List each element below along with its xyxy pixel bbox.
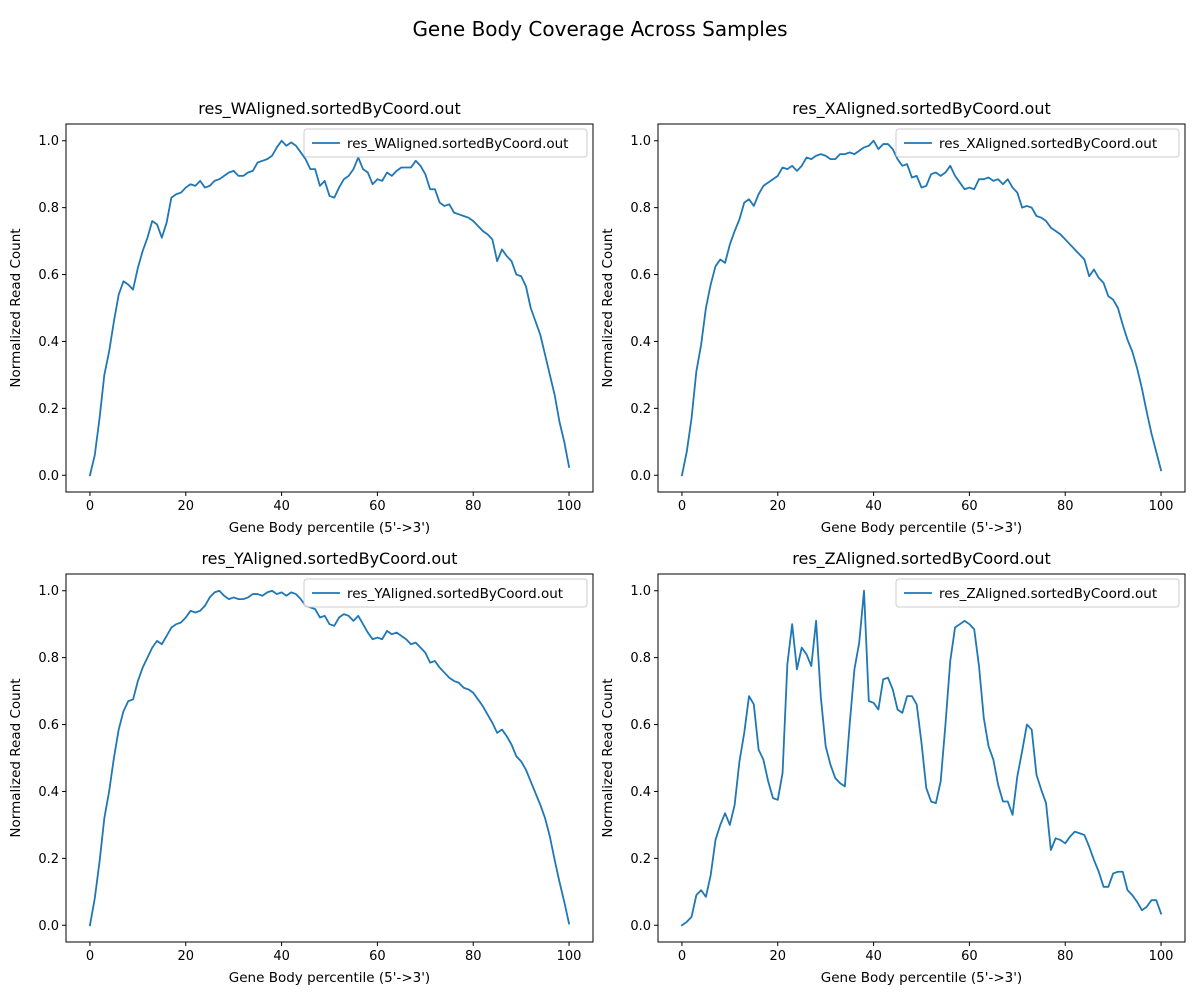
y-tick-label: 0.8: [630, 201, 651, 216]
y-tick-label: 0.0: [38, 919, 59, 934]
y-tick-label: 0.4: [630, 785, 651, 800]
subplot-3: res_ZAligned.sortedByCoord.out 0 20 40 60 80 1…: [600, 549, 1186, 986]
x-tick-label: 0: [678, 499, 686, 514]
legend-box: [895, 128, 1180, 158]
x-axis-label: Gene Body percentile (5'->3'): [229, 970, 430, 986]
y-tick-label: 0.4: [38, 785, 59, 800]
y-tick-label: 0.8: [38, 651, 59, 666]
legend-box: [303, 128, 588, 158]
y-axis-label: Normalized Read Count: [8, 228, 24, 387]
subplot-title: res_ZAligned.sortedByCoord.out: [792, 549, 1051, 569]
x-tick-label: 80: [1057, 499, 1074, 514]
x-axis-label: Gene Body percentile (5'->3'): [821, 520, 1022, 536]
y-tick-label: 0.4: [38, 335, 59, 350]
x-tick-label: 0: [86, 949, 94, 964]
subplot-title: res_YAligned.sortedByCoord.out: [201, 549, 457, 569]
y-tick-label: 0.2: [38, 852, 59, 867]
x-tick-label: 20: [177, 949, 194, 964]
y-axis-label: Normalized Read Count: [600, 678, 616, 837]
subplot-0: res_WAligned.sortedByCoord.out 0 20 40 60 80 1…: [8, 99, 594, 536]
legend: res_ZAligned.sortedByCoord.out: [895, 578, 1180, 608]
x-tick-label: 40: [273, 949, 290, 964]
y-axis-label: Normalized Read Count: [600, 228, 616, 387]
legend-entry-label: res_ZAligned.sortedByCoord.out: [939, 586, 1157, 602]
y-tick-label: 0.8: [630, 651, 651, 666]
axes-frame: [65, 123, 594, 493]
x-tick-label: 100: [557, 499, 582, 514]
x-tick-label: 40: [273, 499, 290, 514]
y-tick-label: 0.8: [38, 201, 59, 216]
legend: res_XAligned.sortedByCoord.out: [895, 128, 1180, 158]
y-tick-label: 0.2: [38, 402, 59, 417]
subplot-1: res_XAligned.sortedByCoord.out 0 20 40 60 80 1…: [600, 99, 1186, 536]
legend-entry-label: res_XAligned.sortedByCoord.out: [939, 136, 1157, 152]
y-tick-label: 0.0: [630, 919, 651, 934]
axes-frame: [657, 573, 1186, 943]
x-tick-label: 60: [961, 949, 978, 964]
y-tick-label: 0.6: [38, 718, 59, 733]
series-line-0: [680, 139, 1163, 477]
y-tick-label: 0.4: [630, 335, 651, 350]
figure-suptitle: Gene Body Coverage Across Samples: [412, 17, 787, 41]
x-tick-label: 60: [369, 949, 386, 964]
x-tick-label: 20: [769, 499, 786, 514]
x-tick-label: 100: [1149, 949, 1174, 964]
x-tick-label: 0: [86, 499, 94, 514]
x-tick-label: 40: [865, 949, 882, 964]
y-tick-label: 0.2: [630, 852, 651, 867]
legend: res_YAligned.sortedByCoord.out: [303, 578, 588, 608]
legend-box: [895, 578, 1180, 608]
y-tick-label: 0.6: [630, 268, 651, 283]
x-tick-label: 60: [369, 499, 386, 514]
series-line-0: [88, 139, 571, 477]
subplot-2: res_YAligned.sortedByCoord.out 0 20 40 60 80 1…: [8, 549, 594, 986]
y-axis-label: Normalized Read Count: [8, 678, 24, 837]
subplot-grid: res_WAligned.sortedByCoord.out 0 20 40 60 80 1…: [8, 99, 1186, 986]
x-tick-label: 100: [1149, 499, 1174, 514]
x-tick-label: 80: [465, 949, 482, 964]
subplot-title: res_XAligned.sortedByCoord.out: [792, 99, 1051, 119]
y-tick-label: 1.0: [38, 584, 59, 599]
x-tick-label: 60: [961, 499, 978, 514]
axes-frame: [65, 573, 594, 943]
x-tick-label: 80: [465, 499, 482, 514]
legend-entry-label: res_WAligned.sortedByCoord.out: [347, 136, 568, 152]
x-tick-label: 80: [1057, 949, 1074, 964]
x-axis-label: Gene Body percentile (5'->3'): [821, 970, 1022, 986]
y-tick-label: 1.0: [38, 134, 59, 149]
y-tick-label: 1.0: [630, 584, 651, 599]
axes-frame: [657, 123, 1186, 493]
x-tick-label: 0: [678, 949, 686, 964]
series-line-0: [88, 589, 571, 927]
y-tick-label: 0.0: [38, 469, 59, 484]
legend-entry-label: res_YAligned.sortedByCoord.out: [347, 586, 563, 602]
x-tick-label: 20: [769, 949, 786, 964]
x-tick-label: 40: [865, 499, 882, 514]
x-tick-label: 100: [557, 949, 582, 964]
legend: res_WAligned.sortedByCoord.out: [303, 128, 588, 158]
legend-box: [303, 578, 588, 608]
y-tick-label: 0.2: [630, 402, 651, 417]
series-line-0: [680, 589, 1163, 927]
y-tick-label: 0.6: [630, 718, 651, 733]
y-tick-label: 1.0: [630, 134, 651, 149]
x-axis-label: Gene Body percentile (5'->3'): [229, 520, 430, 536]
x-tick-label: 20: [177, 499, 194, 514]
y-tick-label: 0.6: [38, 268, 59, 283]
y-tick-label: 0.0: [630, 469, 651, 484]
subplot-title: res_WAligned.sortedByCoord.out: [198, 99, 460, 119]
